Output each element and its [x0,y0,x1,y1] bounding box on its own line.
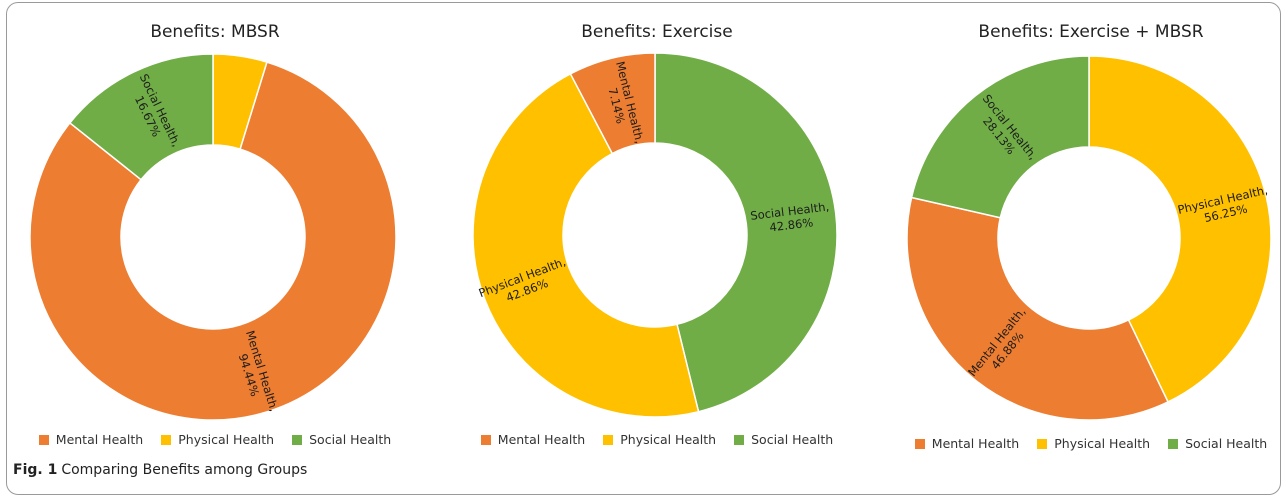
legend-swatch [603,434,614,445]
slice-mental-health [569,52,656,155]
legend-item-mental: Mental Health [914,436,1020,451]
legend-item-mental: Mental Health [480,432,586,447]
legend-swatch [734,434,745,445]
legend-item-mental: Mental Health [38,432,144,447]
chart-mbsr: Benefits: MBSR Mental Health,94.44% Socia… [20,0,410,460]
legend-label: Social Health [1185,436,1268,451]
legend-label: Physical Health [178,432,275,447]
legend-swatch [161,434,172,445]
chart-exercise: Benefits: Exercise Social Health,42.86% P… [462,0,852,460]
legend-label: Mental Health [497,432,586,447]
legend-label: Mental Health [931,436,1020,451]
chart-title: Benefits: Exercise [581,22,733,42]
legend-item-physical: Physical Health [603,432,716,447]
legend-label: Mental Health [55,432,144,447]
slice-social-health [654,52,838,413]
legend-item-social: Social Health [734,432,833,447]
legend-swatch [914,438,925,449]
legend-swatch [292,434,303,445]
legend-label: Social Health [751,432,834,447]
legend-swatch [1037,438,1048,449]
donut-chart-exercise-mbsr: Physical Health,56.25%Mental Health,46.8… [906,55,1272,421]
chart-title: Benefits: Exercise + MBSR [978,22,1204,42]
slice-social-health [68,53,214,181]
legend-label: Physical Health [620,432,717,447]
figure-caption: Fig. 1 Comparing Benefits among Groups [13,462,307,478]
caption-label: Fig. 1 [13,462,58,478]
legend: Mental Health Physical Health Social Hea… [896,436,1286,451]
caption-text: Comparing Benefits among Groups [61,462,308,478]
slice-physical-health [1088,55,1272,403]
donut-chart-exercise: Social Health,42.86%Physical Health,42.8… [472,52,838,418]
chart-title: Benefits: MBSR [150,22,280,42]
slice-physical-health [472,72,700,418]
legend-item-physical: Physical Health [161,432,274,447]
legend-label: Physical Health [1054,436,1151,451]
legend-swatch [38,434,49,445]
legend-item-social: Social Health [292,432,391,447]
slice-social-health [910,55,1090,219]
slice-mental-health [29,61,397,421]
legend-swatch [1168,438,1179,449]
legend-item-social: Social Health [1168,436,1267,451]
donut-chart-mbsr: Mental Health,94.44%Social Health,16.67% [29,53,397,421]
chart-exercise-mbsr: Benefits: Exercise + MBSR Physical Healt… [896,0,1286,460]
legend-label: Social Health [309,432,392,447]
legend: Mental Health Physical Health Social Hea… [462,432,852,447]
legend: Mental Health Physical Health Social Hea… [20,432,410,447]
legend-item-physical: Physical Health [1037,436,1150,451]
legend-swatch [480,434,491,445]
figure-frame [6,2,1281,495]
slice-mental-health [906,196,1170,421]
